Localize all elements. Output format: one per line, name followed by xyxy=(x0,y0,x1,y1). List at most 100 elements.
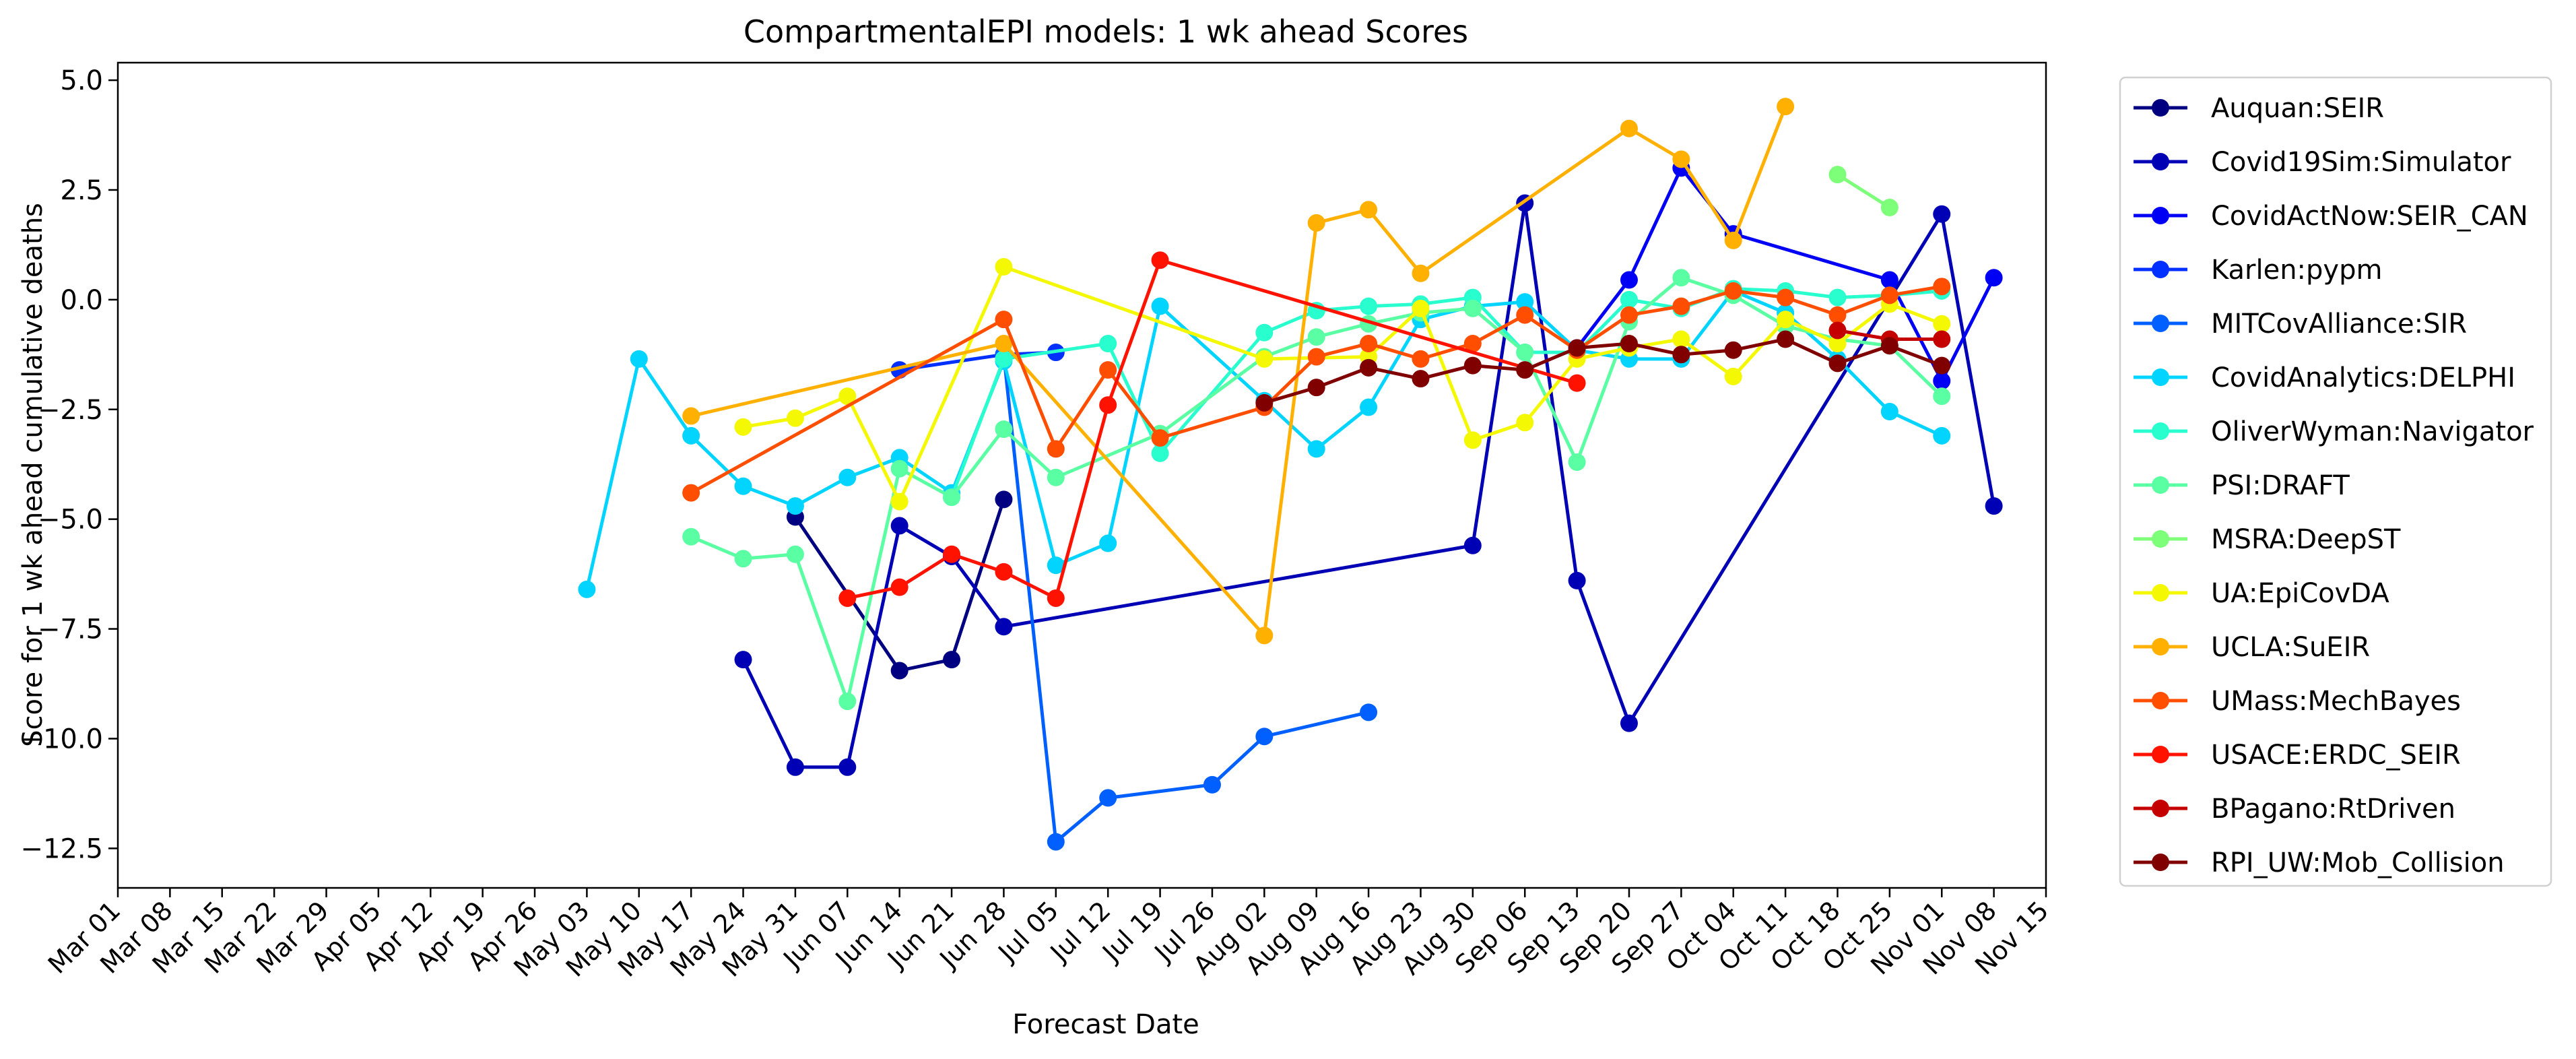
data-point xyxy=(734,550,752,568)
data-point xyxy=(1255,728,1274,746)
data-point xyxy=(1933,372,1951,390)
y-tick-label: 2.5 xyxy=(60,175,103,206)
series-8 xyxy=(1828,166,1898,217)
data-point xyxy=(1933,356,1951,375)
data-point xyxy=(1307,440,1325,458)
data-point xyxy=(838,589,857,607)
data-point xyxy=(1620,714,1638,732)
legend-label: UMass:MechBayes xyxy=(2211,686,2461,717)
data-point xyxy=(1672,330,1690,348)
data-point xyxy=(682,527,700,546)
data-point xyxy=(1047,589,1065,607)
data-point xyxy=(1933,426,1951,445)
series-14 xyxy=(1255,330,1951,412)
data-point xyxy=(1516,361,1534,379)
data-point xyxy=(734,418,752,436)
series-line xyxy=(847,258,1578,600)
data-point xyxy=(1933,330,1951,348)
legend-swatch-marker xyxy=(2152,261,2169,278)
y-tick-label: −12.5 xyxy=(20,833,103,864)
legend-swatch-marker xyxy=(2152,746,2169,763)
data-point xyxy=(1777,330,1795,348)
series-11 xyxy=(682,278,1951,502)
data-point xyxy=(1151,444,1169,462)
data-point xyxy=(1880,286,1898,304)
data-point xyxy=(578,580,596,598)
legend-swatch-marker xyxy=(2152,692,2169,709)
y-tick-label: 5.0 xyxy=(60,65,103,96)
data-point xyxy=(1620,290,1638,309)
data-point xyxy=(1255,350,1274,368)
data-point xyxy=(1463,536,1482,554)
legend-item: OliverWyman:Navigator xyxy=(2134,416,2534,447)
legend-label: Covid19Sim:Simulator xyxy=(2211,147,2511,178)
data-point xyxy=(786,497,804,515)
y-tick-label: −2.5 xyxy=(38,395,103,426)
legend-swatch-marker xyxy=(2152,476,2169,494)
data-point xyxy=(1412,370,1430,388)
legend-swatch-marker xyxy=(2152,584,2169,602)
y-tick-label: −10.0 xyxy=(20,724,103,755)
data-point xyxy=(1672,297,1690,315)
data-point xyxy=(1360,297,1378,315)
chart-title: CompartmentalEPI models: 1 wk ahead Scor… xyxy=(744,13,1468,50)
legend-swatch-marker xyxy=(2152,800,2169,817)
data-point xyxy=(1151,251,1169,269)
data-point xyxy=(682,484,700,502)
series-line xyxy=(1263,338,1943,405)
data-point xyxy=(1777,98,1795,116)
data-point xyxy=(1412,264,1430,282)
x-axis-label: Forecast Date xyxy=(1012,1009,1199,1040)
data-point xyxy=(1828,321,1847,340)
data-point xyxy=(1360,201,1378,219)
data-point xyxy=(995,420,1013,439)
data-point xyxy=(1880,337,1898,355)
legend-label: PSI:DRAFT xyxy=(2211,470,2350,501)
plot-frame xyxy=(117,61,2047,889)
legend-item: Covid19Sim:Simulator xyxy=(2134,147,2511,178)
data-point xyxy=(1307,328,1325,346)
series-line xyxy=(743,265,1943,504)
data-point xyxy=(838,693,857,711)
data-point xyxy=(1777,288,1795,307)
data-point xyxy=(1463,299,1482,317)
series-4 xyxy=(995,346,1378,851)
data-point xyxy=(1568,339,1586,357)
data-point xyxy=(838,387,857,406)
data-point xyxy=(1933,387,1951,406)
legend-label: UCLA:SuEIR xyxy=(2211,632,2370,663)
y-tick-label: −5.0 xyxy=(38,505,103,536)
data-point xyxy=(1620,306,1638,324)
data-point xyxy=(1516,306,1534,324)
legend-item: CovidActNow:SEIR_CAN xyxy=(2134,201,2528,232)
legend-item: PSI:DRAFT xyxy=(2134,470,2350,501)
data-point xyxy=(1307,348,1325,366)
data-point xyxy=(1828,306,1847,324)
series-line xyxy=(1001,354,1369,844)
x-tick-label: Jul 05 xyxy=(991,895,1064,968)
data-point xyxy=(1099,396,1117,414)
legend-swatch-marker xyxy=(2152,422,2169,440)
data-point xyxy=(1203,775,1221,794)
data-point xyxy=(1516,293,1534,311)
data-point xyxy=(1360,358,1378,377)
data-point xyxy=(1620,119,1638,137)
data-point xyxy=(1047,440,1065,458)
legend-label: UA:EpiCovDA xyxy=(2211,578,2389,609)
data-point xyxy=(1933,315,1951,333)
legend-label: CovidAnalytics:DELPHI xyxy=(2211,362,2515,393)
data-point xyxy=(995,618,1013,636)
data-point xyxy=(943,651,961,669)
data-point xyxy=(1099,789,1117,807)
data-point xyxy=(1620,271,1638,289)
y-axis-label: Score for 1 wk ahead cumulative deaths xyxy=(18,203,48,747)
data-point xyxy=(734,651,752,669)
data-point xyxy=(890,459,909,478)
data-point xyxy=(1255,627,1274,645)
data-point xyxy=(1568,374,1586,392)
data-point xyxy=(1047,833,1065,851)
series-10 xyxy=(682,98,1795,645)
legend-label: MITCovAlliance:SIR xyxy=(2211,309,2467,340)
data-point xyxy=(682,407,700,425)
